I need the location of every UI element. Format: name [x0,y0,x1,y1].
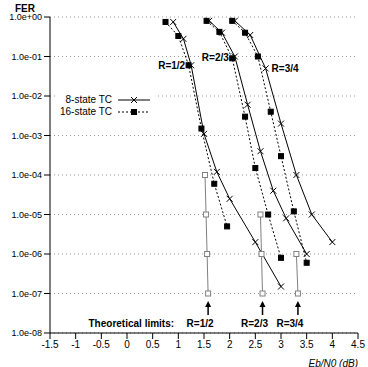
svg-text:1.0e-01: 1.0e-01 [11,52,42,62]
svg-text:FER: FER [15,3,36,14]
svg-text:2: 2 [227,339,233,350]
svg-text:1.0e-06: 1.0e-06 [11,249,42,259]
svg-text:4: 4 [330,339,336,350]
svg-text:1.5: 1.5 [197,339,211,350]
svg-text:Theoretical limits:: Theoretical limits: [89,318,175,329]
svg-text:-0.5: -0.5 [93,339,111,350]
html-text:16-state TC: 16-state TC [60,106,113,117]
svg-text:1.0e+00: 1.0e+00 [9,12,42,23]
svg-text:1.0e-05: 1.0e-05 [11,210,42,220]
svg-text:3: 3 [278,339,284,350]
svg-text:R=1/2: R=1/2 [158,60,185,71]
svg-text:0: 0 [124,339,130,350]
svg-text:-1: -1 [71,339,80,350]
svg-text:1.0e-04: 1.0e-04 [11,170,42,180]
svg-text:R=3/4: R=3/4 [276,318,303,329]
svg-text:Eb/N0 (dB): Eb/N0 (dB) [309,358,358,367]
svg-text:1: 1 [176,339,182,350]
svg-text:3.5: 3.5 [300,339,314,350]
svg-text:-1.5: -1.5 [41,339,59,350]
svg-text:0.5: 0.5 [146,339,160,350]
html-text:8-state TC: 8-state TC [65,94,113,105]
svg-text:2.5: 2.5 [248,339,262,350]
svg-text:R=2/3: R=2/3 [241,318,268,329]
svg-text:R=1/2: R=1/2 [187,318,214,329]
svg-text:1.0e-07: 1.0e-07 [11,289,42,299]
svg-text:4.5: 4.5 [351,339,360,350]
svg-text:1.0e-02: 1.0e-02 [11,91,42,101]
svg-text:R=2/3: R=2/3 [202,52,229,63]
svg-text:1.0e-03: 1.0e-03 [11,131,42,141]
svg-text:R=3/4: R=3/4 [272,63,299,74]
svg-text:1.0e-08: 1.0e-08 [11,328,42,338]
